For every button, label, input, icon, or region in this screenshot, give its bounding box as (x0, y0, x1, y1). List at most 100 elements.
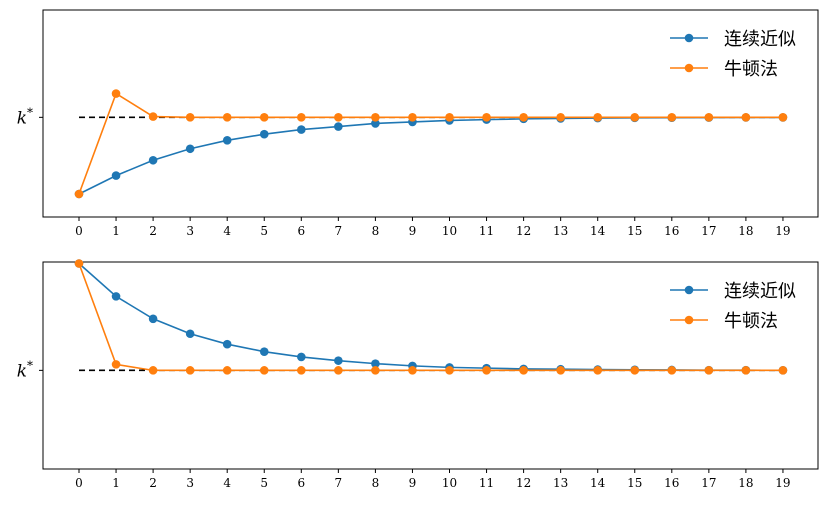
series-0-point (222, 136, 232, 145)
y-tick-label-base: k (17, 108, 27, 128)
series-1-point (259, 366, 269, 375)
series-1-point (556, 366, 565, 375)
series-line-1 (78, 263, 783, 372)
series-1-point (408, 113, 417, 122)
x-tick-label: 7 (335, 224, 343, 238)
series-0-point (259, 129, 269, 139)
series-1-point (667, 113, 677, 122)
x-tick-label: 18 (738, 476, 753, 490)
legend-label-0: 连续近似 (724, 281, 796, 302)
x-tick-label: 19 (775, 476, 790, 490)
x-tick-label: 12 (516, 476, 531, 490)
series-1-point (593, 366, 602, 375)
x-tick-label: 3 (186, 224, 194, 238)
series-1-point (741, 366, 751, 375)
series-1-point (741, 113, 751, 122)
legend-marker-0 (684, 285, 694, 295)
x-tick-label: 14 (590, 476, 606, 490)
x-tick-label: 2 (149, 476, 157, 490)
x-tick-label: 0 (75, 224, 83, 238)
x-tick-label: 7 (335, 476, 343, 490)
series-1-point (408, 366, 417, 375)
series-0-point (111, 171, 121, 180)
series-1-point (74, 189, 84, 199)
series-line-0 (78, 116, 783, 195)
series-1-point (630, 366, 640, 375)
x-tick-label: 13 (553, 476, 568, 490)
x-tick-label: 11 (479, 476, 494, 490)
series-1-point (259, 113, 269, 122)
legend-marker-0 (684, 33, 694, 43)
series-1-point (111, 360, 121, 369)
x-tick-label: 5 (260, 224, 268, 238)
series-1-point (148, 366, 158, 375)
series-1-point (630, 113, 640, 122)
series-1-point (297, 366, 306, 375)
series-1-point (519, 366, 528, 375)
series-1-point (556, 113, 565, 122)
y-tick-label: k* (17, 358, 33, 381)
series-1-point (371, 366, 380, 375)
x-tick-label: 1 (112, 476, 120, 490)
x-tick-label: 11 (479, 224, 494, 238)
x-tick-label: 1 (112, 224, 120, 238)
x-tick-label: 13 (553, 224, 568, 238)
x-tick-label: 10 (442, 224, 457, 238)
x-tick-label: 8 (372, 224, 380, 238)
x-tick-label: 0 (75, 476, 83, 490)
x-tick-label: 8 (372, 476, 380, 490)
x-tick-label: 2 (149, 224, 157, 238)
x-tick-label: 17 (701, 476, 716, 490)
series-1-point (371, 113, 380, 122)
axes-frame (42, 9, 819, 218)
series-1-point (297, 113, 306, 122)
x-tick-label: 9 (409, 476, 417, 490)
series-1-point (111, 89, 121, 98)
series-0-point (185, 329, 195, 339)
series-1-point (334, 113, 343, 122)
series-0-point (111, 292, 121, 301)
series-1-point (185, 366, 195, 375)
series-1-point (222, 366, 232, 375)
series-1-point (222, 113, 232, 122)
series-line-1 (78, 92, 783, 195)
series-1-point (519, 113, 528, 122)
series-0-point (334, 122, 343, 131)
y-tick-label-base: k (17, 361, 27, 381)
series-1-point (704, 366, 714, 375)
legend-marker-1 (684, 63, 694, 73)
series-0-point (148, 155, 158, 165)
series-1-point (148, 112, 158, 121)
legend-label-1: 牛顿法 (724, 311, 778, 332)
series-1-point (445, 113, 454, 122)
legend-marker-1 (684, 315, 694, 325)
x-tick-label: 4 (223, 224, 231, 238)
series-1-point (778, 366, 788, 375)
x-tick-label: 18 (738, 224, 753, 238)
series-0-point (371, 119, 380, 128)
x-tick-label: 16 (664, 224, 679, 238)
series-0-point (148, 314, 158, 324)
series-1-point (74, 259, 84, 268)
x-tick-label: 16 (664, 476, 679, 490)
series-0-point (185, 144, 195, 154)
series-1-point (482, 113, 491, 122)
y-tick-label: k* (17, 105, 33, 128)
series-0-point (297, 352, 306, 362)
series-1-point (593, 113, 602, 122)
x-tick-label: 19 (775, 224, 790, 238)
x-tick-label: 4 (223, 476, 231, 490)
series-0-point (371, 359, 380, 368)
y-tick-label-sup: * (27, 358, 33, 372)
y-tick-label-sup: * (27, 105, 33, 119)
x-tick-label: 6 (297, 476, 305, 490)
series-1-point (704, 113, 714, 122)
x-tick-label: 15 (627, 224, 642, 238)
x-tick-label: 15 (627, 476, 642, 490)
x-tick-label: 6 (297, 224, 305, 238)
series-1-point (334, 366, 343, 375)
series-0-point (297, 125, 306, 134)
series-0-point (259, 347, 269, 356)
x-tick-label: 10 (442, 476, 457, 490)
series-1-point (778, 113, 788, 122)
